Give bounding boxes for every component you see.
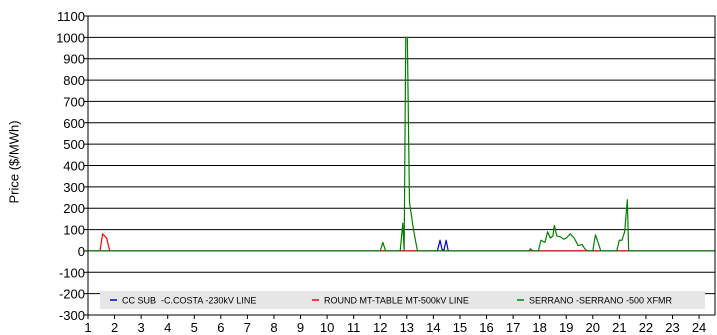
y-tick-label: 300: [63, 180, 85, 195]
series-lines: [88, 36, 715, 252]
y-tick-label: 800: [63, 73, 85, 88]
y-tick-label: -100: [59, 265, 85, 280]
legend-label-2: ROUND MT-TABLE MT-500kV LINE: [324, 296, 469, 306]
x-tick-label: 23: [665, 320, 679, 335]
plot-frame: [87, 15, 716, 316]
y-tick-label: 700: [63, 94, 85, 109]
x-tick-label: 10: [320, 320, 334, 335]
x-tick-labels: 1 2 3 4 5 6 7 8 9 10 11 12 13 14 15 16 17 18 19 20 21 22 23 24: [84, 315, 706, 335]
y-tick-label: -200: [59, 287, 85, 302]
x-tick-label: 22: [639, 320, 653, 335]
legend-label-3: SERRANO -SERRANO -500 XFMR: [529, 296, 673, 306]
x-tick-label: 24: [692, 320, 706, 335]
y-tick-label: 900: [63, 52, 85, 67]
x-tick-label: 20: [586, 320, 600, 335]
y-tick-label: 500: [63, 137, 85, 152]
x-tick-label: 3: [138, 320, 145, 335]
x-tick-label: 12: [373, 320, 387, 335]
series-line-3: [88, 36, 715, 252]
y-tick-label: 400: [63, 159, 85, 174]
x-tick-label: 1: [84, 320, 91, 335]
x-tick-label: 21: [612, 320, 626, 335]
legend-label-1: CC SUB -C.COSTA -230kV LINE: [122, 296, 256, 306]
x-tick-label: 17: [506, 320, 520, 335]
x-tick-label: 7: [244, 320, 251, 335]
y-tick-label: 1000: [56, 30, 85, 45]
y-tick-label: 0: [78, 244, 85, 259]
x-tick-label: 11: [347, 320, 361, 335]
y-tick-label: 100: [63, 223, 85, 238]
x-tick-label: 13: [400, 320, 414, 335]
series-line-1: [88, 239, 715, 252]
y-tick-label: 600: [63, 116, 85, 131]
gridlines: [84, 15, 715, 316]
x-tick-label: 2: [111, 320, 118, 335]
x-tick-label: 6: [217, 320, 224, 335]
x-tick-label: 19: [559, 320, 573, 335]
x-tick-label: 16: [479, 320, 493, 335]
y-tick-label: -300: [59, 308, 85, 323]
x-tick-label: 9: [297, 320, 304, 335]
x-tick-label: 15: [453, 320, 467, 335]
x-tick-label: 18: [532, 320, 546, 335]
legend: CC SUB -C.COSTA -230kV LINE ROUND MT-TABL…: [100, 291, 705, 309]
y-tick-label: 200: [63, 201, 85, 216]
x-tick-label: 5: [191, 320, 198, 335]
y-tick-label: 1100: [57, 9, 85, 24]
x-tick-label: 8: [270, 320, 277, 335]
x-tick-label: 4: [164, 320, 171, 335]
y-tick-labels: -300 -200 -100 0 100 200 300 400 500 600 700 800 900…: [56, 9, 85, 323]
legend-box: [100, 291, 705, 309]
x-tick-label: 14: [426, 320, 440, 335]
